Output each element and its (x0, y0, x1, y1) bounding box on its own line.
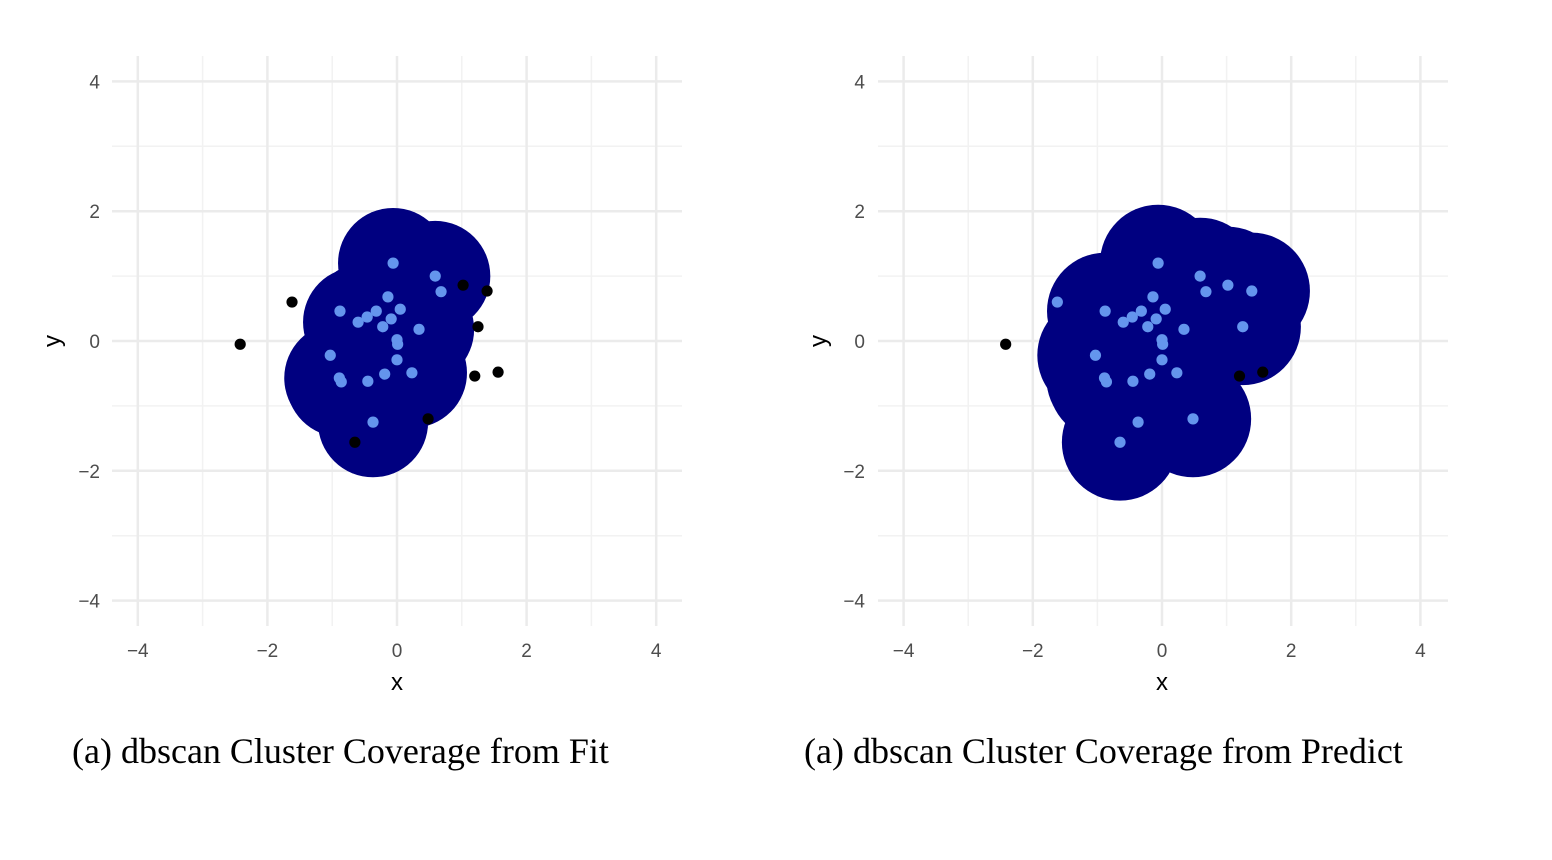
noise-point (1257, 366, 1269, 378)
noise-point (422, 413, 434, 425)
cluster-point (1127, 375, 1139, 387)
x-axis-title: x (391, 669, 403, 696)
y-tick-label: −4 (78, 592, 100, 613)
x-tick-label: −4 (127, 641, 149, 662)
cluster-point (1150, 313, 1162, 325)
noise-point (1233, 370, 1246, 382)
noise-point (457, 279, 469, 291)
coverage-region (1037, 204, 1310, 501)
x-tick-label: 2 (521, 641, 532, 662)
cluster-point (1178, 323, 1190, 335)
cluster-point (1187, 413, 1199, 425)
cluster-point (1144, 368, 1156, 380)
cluster-point (392, 338, 404, 350)
cluster-point (334, 305, 346, 317)
cluster-point (382, 291, 394, 303)
cluster-point (1100, 376, 1113, 388)
cluster-point (1156, 354, 1168, 366)
y-axis-title: y (805, 335, 832, 347)
y-axis-title: y (39, 335, 66, 347)
y-tick-label: −4 (843, 592, 865, 613)
cluster-point (394, 303, 406, 315)
cluster-point (1117, 316, 1129, 328)
x-tick-label: 4 (651, 641, 662, 662)
cluster-point (1132, 416, 1144, 428)
x-tick-label: −4 (893, 641, 915, 662)
cluster-point (1171, 367, 1183, 379)
coverage-region (284, 207, 491, 478)
cluster-point (429, 270, 441, 282)
y-tick-label: 2 (89, 202, 100, 223)
noise-point (286, 296, 298, 308)
noise-point (1000, 338, 1012, 350)
cluster-point (335, 376, 347, 388)
panel-fit: −4 −2 0 2 4 −4 −2 0 2 4 x y (39, 56, 682, 696)
cluster-point (1152, 257, 1164, 269)
cluster-point (370, 305, 382, 317)
cluster-point (324, 349, 336, 361)
cluster-point (1222, 279, 1234, 291)
cluster-point (1246, 285, 1258, 297)
cluster-point (1237, 321, 1249, 333)
cluster-point (377, 321, 389, 333)
cluster-point (1157, 338, 1169, 350)
y-tick-label: 2 (854, 202, 865, 223)
cluster-point (352, 316, 364, 328)
cluster-point (1135, 305, 1147, 317)
x-tick-label: 4 (1415, 641, 1426, 662)
cluster-point (387, 257, 399, 269)
x-tick-label: 0 (392, 641, 403, 662)
noise-point (472, 321, 484, 333)
caption-fit: (a) dbscan Cluster Coverage from Fit (72, 731, 609, 771)
cluster-point (1142, 321, 1154, 333)
x-axis-title: x (1156, 669, 1168, 696)
x-tick-label: −2 (257, 641, 279, 662)
y-tick-label: −2 (78, 462, 100, 483)
x-tick-label: 0 (1157, 641, 1168, 662)
noise-point (469, 370, 481, 382)
cluster-point (1089, 349, 1102, 361)
y-tick-label: −2 (843, 462, 865, 483)
noise-point (492, 366, 504, 378)
cluster-point (1051, 296, 1063, 308)
cluster-point (1159, 303, 1171, 315)
cluster-point (1126, 311, 1138, 323)
y-tick-label: 4 (854, 72, 865, 93)
cluster-point (1114, 436, 1126, 448)
panel-predict: −4 −2 0 2 4 −4 −2 0 2 4 x y (805, 56, 1448, 696)
cluster-point (361, 311, 373, 323)
caption-predict: (a) dbscan Cluster Coverage from Predict (804, 731, 1403, 771)
y-tick-label: 0 (854, 332, 865, 353)
noise-point (234, 338, 246, 350)
cluster-point (362, 375, 374, 387)
cluster-point (1200, 286, 1212, 298)
cluster-point (435, 286, 447, 298)
cluster-point (413, 323, 425, 335)
y-tick-label: 4 (89, 72, 100, 93)
noise-point (481, 285, 493, 297)
cluster-point (385, 313, 397, 325)
cluster-point (367, 416, 379, 428)
x-tick-label: −2 (1022, 641, 1044, 662)
cluster-point (391, 354, 403, 366)
cluster-point (1099, 305, 1111, 317)
y-tick-label: 0 (89, 332, 100, 353)
x-tick-label: 2 (1286, 641, 1297, 662)
cluster-point (1194, 270, 1206, 282)
cluster-point (379, 368, 391, 380)
noise-point (349, 436, 361, 448)
cluster-point (406, 367, 418, 379)
cluster-point (1147, 291, 1159, 303)
